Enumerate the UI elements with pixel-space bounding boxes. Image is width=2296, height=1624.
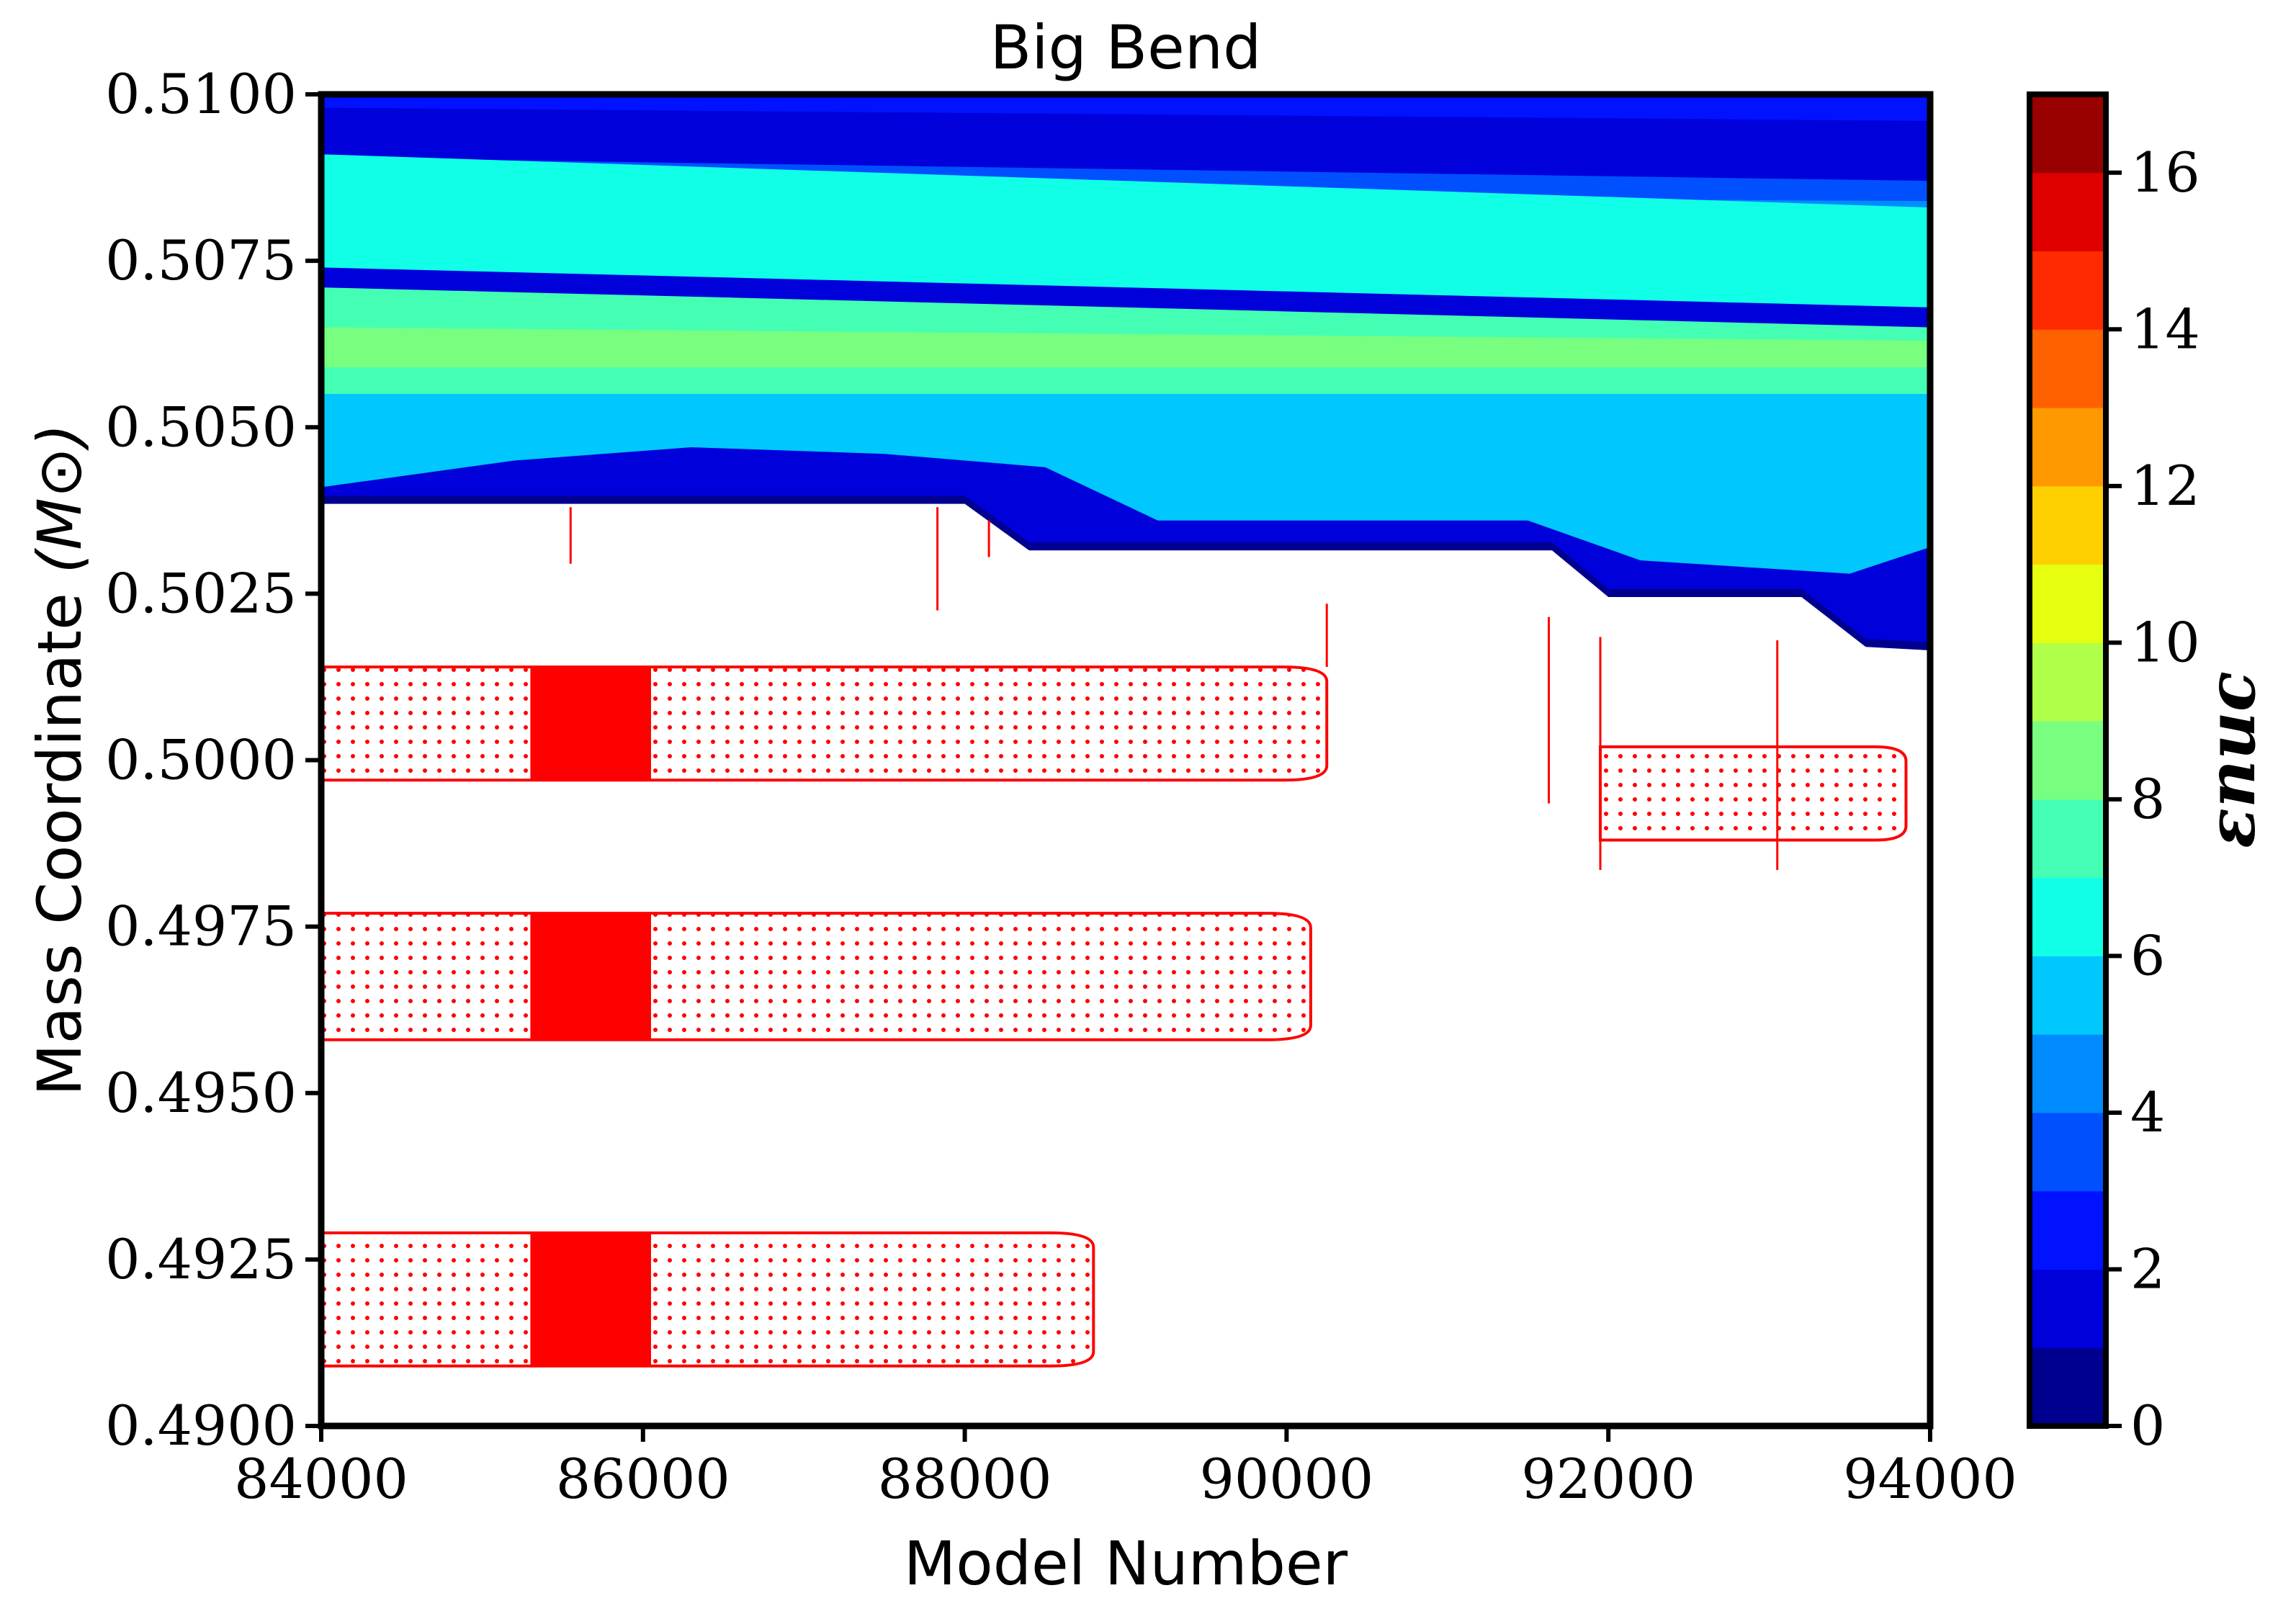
chart-title: Big Bend <box>990 12 1262 83</box>
colorbar-tick-label: 12 <box>2130 454 2200 518</box>
y-axis-label-symbol: (M⊙) <box>24 423 95 573</box>
colorbar-level-6 <box>2030 877 2106 956</box>
y-tick-label: 0.5050 <box>105 395 297 459</box>
y-tick-label: 0.5075 <box>105 228 297 292</box>
convective-zone-solid-2 <box>530 913 651 1040</box>
colorbar-level-15 <box>2030 172 2106 252</box>
colorbar-tick-label: 0 <box>2130 1394 2165 1458</box>
colorbar-level-2 <box>2030 1190 2106 1270</box>
y-axis-label-text: Mass Coordinate <box>24 593 95 1096</box>
convective-zone-1 <box>321 665 1329 782</box>
x-tick-label: 84000 <box>234 1447 408 1511</box>
colorbar-level-10 <box>2030 564 2106 643</box>
convective-zones <box>321 507 1908 1368</box>
x-tick-label: 88000 <box>878 1447 1052 1511</box>
y-axis-ticks: 0.4900 0.4925 0.4950 0.4975 0.5000 0.5025 0.50… <box>105 62 321 1458</box>
colorbar-frame <box>2027 91 2109 1429</box>
contour-layer <box>321 94 1930 650</box>
y-axis-label: Mass Coordinate (M⊙) <box>24 423 95 1096</box>
colorbar-level-1 <box>2030 1269 2106 1348</box>
colorbar-level-13 <box>2030 329 2106 408</box>
colorbar-level-5 <box>2030 956 2106 1035</box>
convective-zone-solid-1 <box>530 667 651 781</box>
colorbar-level-4 <box>2030 1034 2106 1113</box>
colorbar-label: εnuc <box>2192 671 2270 848</box>
convective-zone-solid-3 <box>530 1232 651 1366</box>
y-tick-label: 0.5100 <box>105 62 297 126</box>
colorbar-level-7 <box>2030 799 2106 879</box>
y-tick-label: 0.4900 <box>105 1394 297 1458</box>
convective-zone-4 <box>1599 745 1908 842</box>
colorbar-tick-label: 10 <box>2130 610 2200 674</box>
y-tick-label: 0.4925 <box>105 1227 297 1291</box>
colorbar-level-16 <box>2030 94 2106 174</box>
colorbar-ticks: 0 2 4 6 8 10 12 14 16 <box>2106 140 2200 1458</box>
colorbar-level-8 <box>2030 721 2106 800</box>
colorbar-level-0 <box>2030 1347 2106 1427</box>
x-axis-ticks: 84000 86000 88000 90000 92000 94000 <box>234 1426 2017 1511</box>
contour-level-8 <box>321 327 1930 367</box>
x-tick-label: 94000 <box>1843 1447 2017 1511</box>
colorbar-level-14 <box>2030 251 2106 330</box>
colorbar-tick-label: 16 <box>2130 140 2200 205</box>
colorbar-level-9 <box>2030 642 2106 722</box>
colorbar-tick-label: 2 <box>2130 1237 2165 1301</box>
colorbar-level-3 <box>2030 1112 2106 1192</box>
y-tick-label: 0.4975 <box>105 894 297 959</box>
y-tick-label: 0.5025 <box>105 561 297 625</box>
convective-zone-3 <box>321 1231 1095 1368</box>
y-tick-label: 0.4950 <box>105 1061 297 1125</box>
contour-level-6 <box>321 154 1930 308</box>
colorbar-level-11 <box>2030 485 2106 565</box>
colorbar-tick-label: 8 <box>2130 767 2165 831</box>
colorbar-level-12 <box>2030 408 2106 487</box>
y-tick-label: 0.5000 <box>105 728 297 792</box>
colorbar-tick-label: 14 <box>2130 297 2200 361</box>
x-tick-label: 92000 <box>1521 1447 1695 1511</box>
x-axis-label: Model Number <box>904 1528 1348 1599</box>
contour-level-2-top <box>321 94 1930 121</box>
convective-zone-2 <box>321 912 1312 1041</box>
colorbar <box>2030 94 2106 1427</box>
x-tick-label: 90000 <box>1200 1447 1374 1511</box>
contour-level-5-lobe <box>321 394 1930 574</box>
y-axis-label-group: Mass Coordinate (M⊙) <box>24 423 95 1096</box>
colorbar-tick-label: 4 <box>2130 1080 2165 1144</box>
x-tick-label: 86000 <box>556 1447 730 1511</box>
colorbar-tick-label: 6 <box>2130 923 2165 987</box>
